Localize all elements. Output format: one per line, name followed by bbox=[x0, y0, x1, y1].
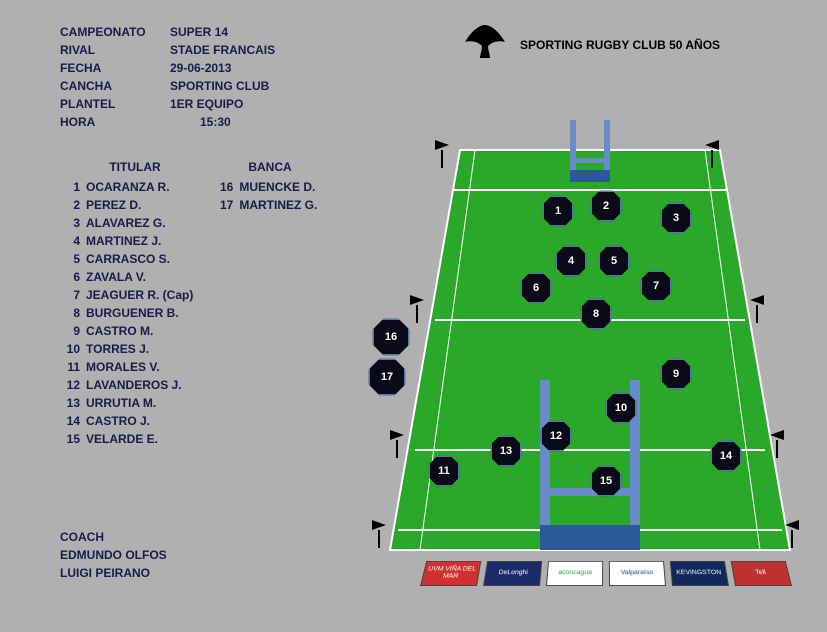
header-bench: BANCA bbox=[210, 160, 330, 174]
player-name: ZAVALA V. bbox=[86, 270, 146, 284]
flag-icon bbox=[372, 520, 386, 548]
player-number: 7 bbox=[60, 288, 80, 302]
player-number: 3 bbox=[60, 216, 80, 230]
player-number: 2 bbox=[60, 198, 80, 212]
label-venue: CANCHA bbox=[60, 79, 170, 93]
header-starter: TITULAR bbox=[60, 160, 210, 174]
starter-row: 7 JEAGUER R. (Cap) bbox=[60, 288, 193, 302]
player-number: 10 bbox=[60, 342, 80, 356]
bench-column: 16 MUENCKE D. 17 MARTINEZ G. bbox=[213, 180, 317, 450]
starter-row: 14 CASTRO J. bbox=[60, 414, 193, 428]
player-name: VELARDE E. bbox=[86, 432, 158, 446]
starters-column: 1 OCARANZA R. 2 PEREZ D. 3 ALAVAREZ G. 4 MARTIN… bbox=[60, 180, 193, 450]
label-date: FECHA bbox=[60, 61, 170, 75]
rugby-field: 1234567891011121314151617 UVM VIÑA DEL M… bbox=[380, 120, 800, 590]
sponsor-logo: aconcagua bbox=[546, 561, 603, 586]
player-number: 11 bbox=[60, 360, 80, 374]
player-number: 9 bbox=[60, 324, 80, 338]
flag-icon bbox=[770, 430, 784, 458]
flag-icon bbox=[410, 295, 424, 323]
player-name: CASTRO J. bbox=[86, 414, 150, 428]
player-number: 5 bbox=[60, 252, 80, 266]
starter-row: 1 OCARANZA R. bbox=[60, 180, 193, 194]
player-name: URRUTIA M. bbox=[86, 396, 156, 410]
player-name: MARTINEZ J. bbox=[86, 234, 161, 248]
value-squad: 1ER EQUIPO bbox=[170, 97, 243, 111]
flag-icon bbox=[705, 140, 719, 168]
player-name: MORALES V. bbox=[86, 360, 160, 374]
starter-row: 6 ZAVALA V. bbox=[60, 270, 193, 284]
label-championship: CAMPEONATO bbox=[60, 25, 170, 39]
player-number: 13 bbox=[60, 396, 80, 410]
starter-row: 8 BURGUENER B. bbox=[60, 306, 193, 320]
bench-row: 16 MUENCKE D. bbox=[213, 180, 317, 194]
player-name: OCARANZA R. bbox=[86, 180, 170, 194]
starter-row: 12 LAVANDEROS J. bbox=[60, 378, 193, 392]
player-number: 4 bbox=[60, 234, 80, 248]
label-squad: PLANTEL bbox=[60, 97, 170, 111]
coach-label: COACH bbox=[60, 530, 167, 544]
value-championship: SUPER 14 bbox=[170, 25, 228, 39]
player-name: LAVANDEROS J. bbox=[86, 378, 182, 392]
player-number: 14 bbox=[60, 414, 80, 428]
player-name: PEREZ D. bbox=[86, 198, 141, 212]
flag-icon bbox=[750, 295, 764, 323]
player-number: 1 bbox=[60, 180, 80, 194]
coach-name-2: LUIGI PEIRANO bbox=[60, 566, 167, 580]
bench-row: 17 MARTINEZ G. bbox=[213, 198, 317, 212]
starter-row: 10 TORRES J. bbox=[60, 342, 193, 356]
sponsor-logo: DeLonghi bbox=[483, 561, 542, 586]
sponsor-logo: UVM VIÑA DEL MAR bbox=[420, 561, 481, 586]
player-number: 6 bbox=[60, 270, 80, 284]
roster: TITULAR BANCA 1 OCARANZA R. 2 PEREZ D. 3 ALAV… bbox=[60, 160, 337, 450]
eagle-icon bbox=[460, 20, 510, 70]
starter-row: 9 CASTRO M. bbox=[60, 324, 193, 338]
value-time: 15:30 bbox=[200, 115, 231, 129]
starter-row: 13 URRUTIA M. bbox=[60, 396, 193, 410]
player-number: 16 bbox=[213, 180, 233, 194]
player-number: 8 bbox=[60, 306, 80, 320]
sponsor-logo: Tell bbox=[731, 561, 792, 586]
player-name: CASTRO M. bbox=[86, 324, 153, 338]
starter-row: 5 CARRASCO S. bbox=[60, 252, 193, 266]
flag-icon bbox=[435, 140, 449, 168]
player-name: MUENCKE D. bbox=[239, 180, 315, 194]
starter-row: 4 MARTINEZ J. bbox=[60, 234, 193, 248]
player-name: ALAVAREZ G. bbox=[86, 216, 166, 230]
player-number: 17 bbox=[213, 198, 233, 212]
player-name: TORRES J. bbox=[86, 342, 149, 356]
sponsor-logo: Valparaíso bbox=[609, 561, 666, 586]
value-venue: SPORTING CLUB bbox=[170, 79, 269, 93]
sponsor-logo: KEVINGSTON bbox=[670, 561, 729, 586]
flag-icon bbox=[390, 430, 404, 458]
player-name: MARTINEZ G. bbox=[239, 198, 317, 212]
coach-name-1: EDMUNDO OLFOS bbox=[60, 548, 167, 562]
starter-row: 15 VELARDE E. bbox=[60, 432, 193, 446]
starter-row: 2 PEREZ D. bbox=[60, 198, 193, 212]
starter-row: 11 MORALES V. bbox=[60, 360, 193, 374]
player-name: BURGUENER B. bbox=[86, 306, 179, 320]
coach-block: COACH EDMUNDO OLFOS LUIGI PEIRANO bbox=[60, 530, 167, 584]
player-name: JEAGUER R. (Cap) bbox=[86, 288, 193, 302]
label-rival: RIVAL bbox=[60, 43, 170, 57]
player-number: 12 bbox=[60, 378, 80, 392]
club-name: SPORTING RUGBY CLUB 50 AÑOS bbox=[520, 38, 720, 52]
label-time: HORA bbox=[60, 115, 170, 129]
player-name: CARRASCO S. bbox=[86, 252, 170, 266]
match-info: CAMPEONATOSUPER 14 RIVALSTADE FRANCAIS F… bbox=[60, 25, 275, 133]
value-date: 29-06-2013 bbox=[170, 61, 231, 75]
sponsor-row: UVM VIÑA DEL MARDeLonghiaconcaguaValpara… bbox=[420, 561, 792, 586]
value-rival: STADE FRANCAIS bbox=[170, 43, 275, 57]
club-logo-area: SPORTING RUGBY CLUB 50 AÑOS bbox=[460, 20, 720, 70]
flag-icon bbox=[785, 520, 799, 548]
starter-row: 3 ALAVAREZ G. bbox=[60, 216, 193, 230]
player-number: 15 bbox=[60, 432, 80, 446]
